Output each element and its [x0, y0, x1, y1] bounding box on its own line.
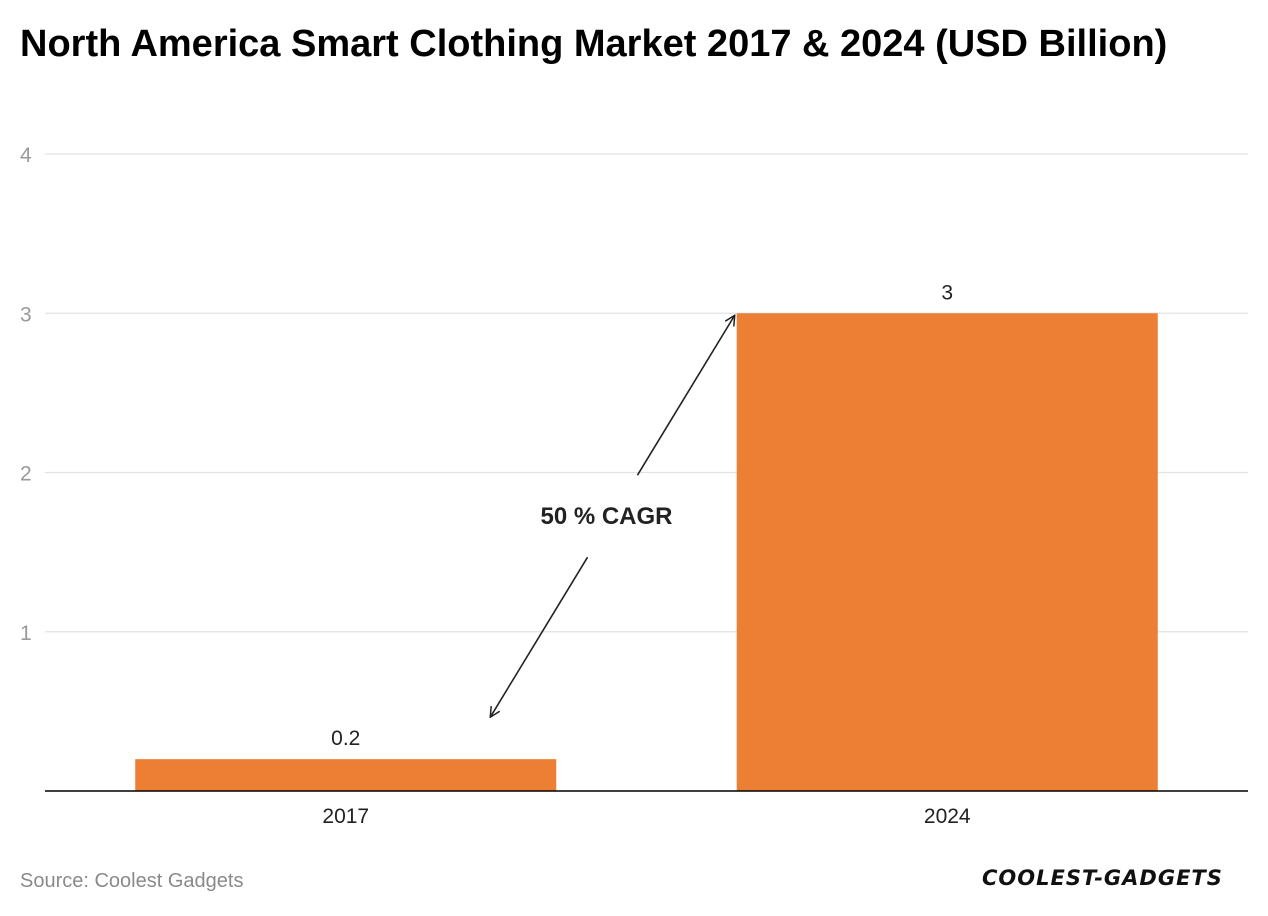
x-tick-label: 2024 — [924, 805, 971, 828]
bar-2017 — [135, 759, 557, 791]
x-tick-label: 2017 — [322, 805, 369, 828]
source-note: Source: Coolest Gadgets — [20, 870, 244, 892]
x-axis-tick-labels: 2017 2024 — [322, 805, 971, 828]
cagr-annotation: 50 % CAGR — [490, 315, 734, 717]
data-labels: 0.23 — [331, 281, 953, 750]
y-tick-label: 2 — [20, 463, 32, 486]
y-axis-tick-labels: 1 2 3 4 — [20, 144, 32, 645]
cagr-arrow-lower — [490, 556, 589, 717]
bar-2024 — [736, 313, 1158, 791]
y-tick-label: 1 — [20, 622, 32, 645]
brand-logo: COOLEST-GADGETS — [982, 866, 1223, 890]
data-label-2024: 3 — [941, 281, 953, 304]
bars — [135, 313, 1158, 791]
cagr-annotation-label: 50 % CAGR — [540, 503, 672, 530]
data-label-2017: 0.2 — [331, 727, 360, 750]
cagr-arrow-upper — [636, 315, 734, 476]
y-tick-label: 4 — [20, 144, 32, 167]
chart-title: North America Smart Clothing Market 2017… — [20, 23, 1168, 65]
y-tick-label: 3 — [20, 303, 32, 326]
